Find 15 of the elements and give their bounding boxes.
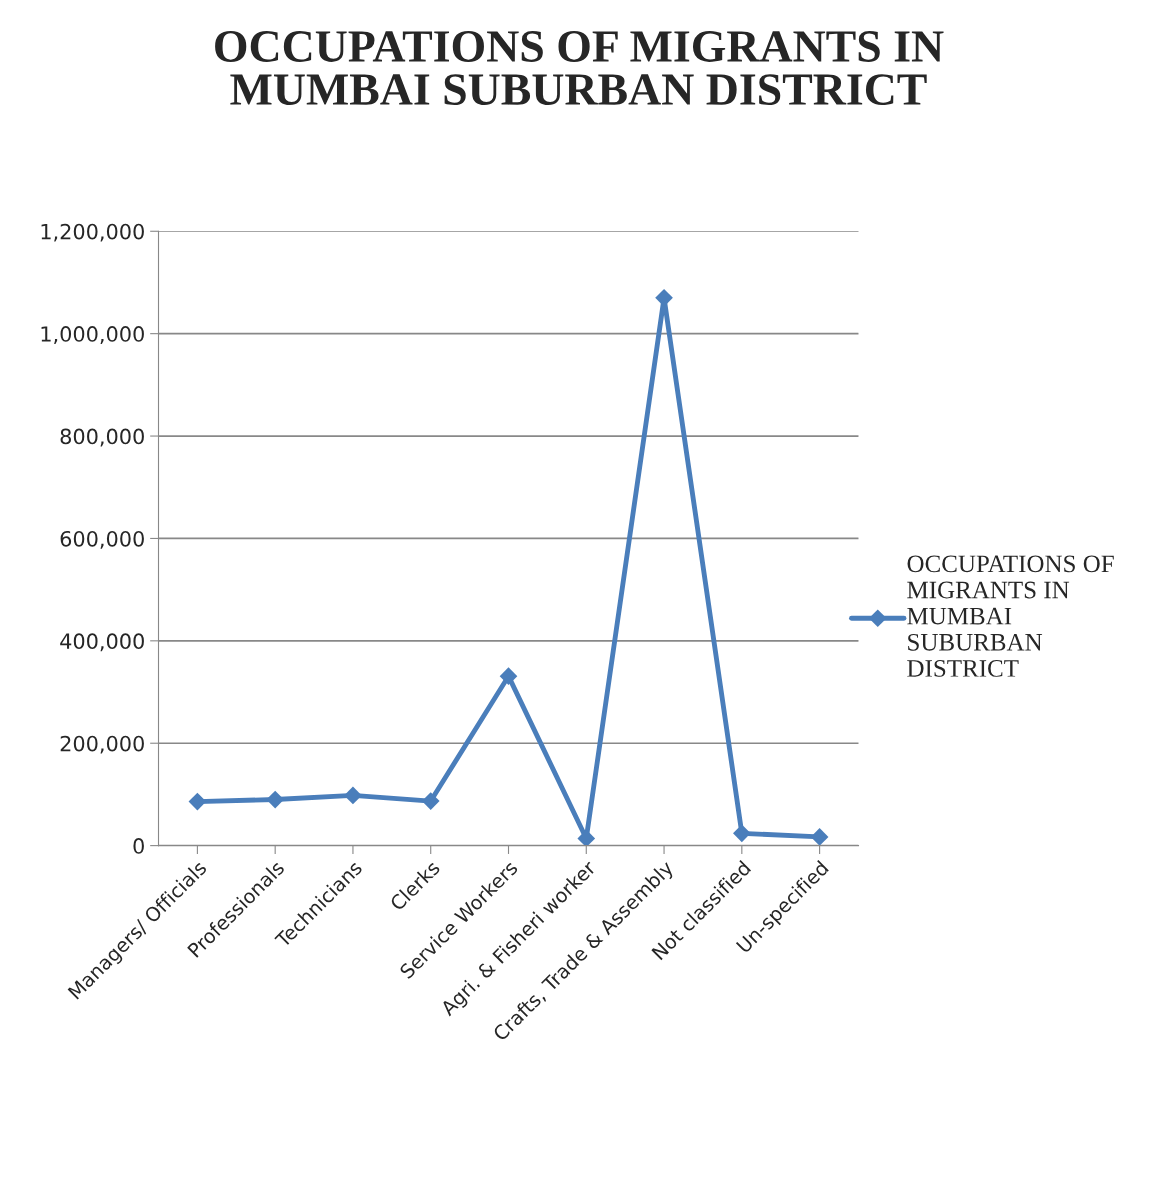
y-tick-label: 1,000,000	[41, 326, 144, 344]
y-tick-label: 800,000	[60, 428, 144, 447]
y-tick-label: 400,000	[60, 633, 144, 652]
y-tick-label: 600,000	[60, 530, 144, 549]
point	[499, 667, 518, 685]
point	[732, 824, 751, 843]
point	[188, 792, 207, 811]
point	[266, 790, 285, 809]
y-tick-label: 1,200,000	[41, 223, 144, 242]
chart-title: OCCUPATIONS OF MIGRANTS IN MUMBAI SUBURBAN DISTRICT	[215, 31, 944, 106]
point	[344, 786, 362, 805]
point	[810, 828, 829, 846]
legend-label: OCCUPATIONS OF MIGRANTS IN MUMBAI SUBURBAN DISTRICT	[907, 555, 1114, 677]
y-tick-label: 200,000	[60, 735, 144, 754]
y-tick-label: 0	[133, 838, 144, 854]
